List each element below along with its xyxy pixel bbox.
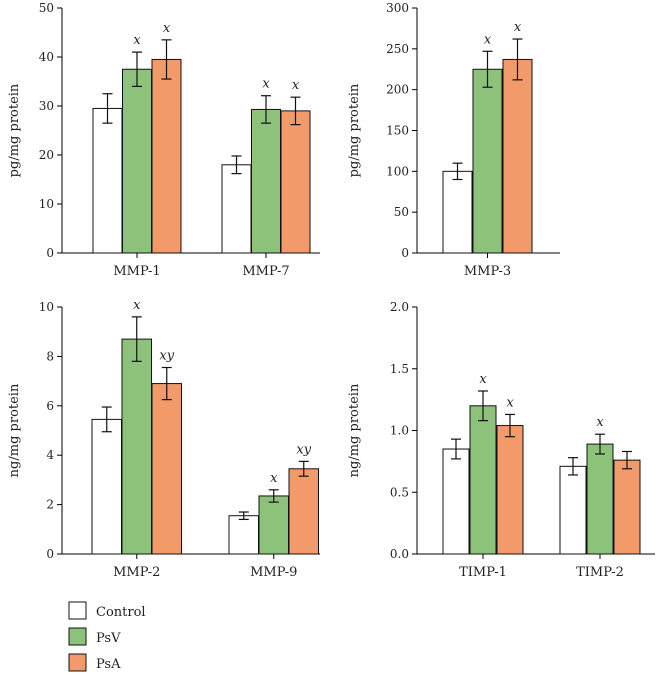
bar-psa [496, 425, 524, 555]
bar-psv [258, 495, 289, 555]
bar-psv [586, 443, 614, 555]
y-tick-label: 50 [394, 205, 409, 219]
bar-control [559, 465, 587, 555]
legend-label-psa: PsA [96, 657, 121, 672]
significance-label: x [133, 33, 141, 48]
y-tick-label: 300 [386, 1, 409, 15]
bar-control [221, 164, 252, 254]
y-tick-label: 0 [46, 547, 54, 561]
legend-swatch-psa [68, 653, 87, 672]
y-tick-label: 0.5 [390, 485, 409, 499]
significance-label: x [270, 471, 278, 486]
bar-psa [280, 110, 311, 254]
x-tick-label: MMP-1 [113, 264, 160, 279]
significance-label: x [262, 77, 270, 92]
bar-psv [469, 405, 497, 555]
y-tick-label: 2.0 [390, 300, 409, 314]
bar-psa [151, 383, 182, 555]
y-tick-label: 50 [39, 1, 54, 15]
x-tick-label: MMP-9 [250, 565, 297, 580]
y-tick-label: 200 [386, 83, 409, 97]
y-tick-label: 250 [386, 42, 409, 56]
y-tick-label: 100 [386, 164, 409, 178]
x-tick-label: TIMP-1 [459, 565, 507, 580]
x-tick-label: TIMP-2 [576, 565, 624, 580]
y-tick-label: 2 [46, 498, 54, 512]
x-tick-label: MMP-3 [464, 264, 511, 279]
y-tick-label: 150 [386, 124, 409, 138]
y-tick-label: 1.5 [390, 362, 409, 376]
significance-label: x [479, 372, 487, 387]
y-tick-label: 0 [46, 246, 54, 260]
legend-swatch-control [68, 601, 87, 620]
y-tick-label: 40 [39, 50, 54, 64]
y-tick-label: 10 [39, 300, 54, 314]
y-axis-label: pg/mg protein [7, 83, 22, 177]
y-tick-label: 10 [39, 197, 54, 211]
significance-label: xy [296, 442, 311, 457]
bar-psv [472, 68, 503, 254]
significance-label: xy [159, 349, 174, 364]
bar-control [442, 170, 473, 254]
bar-psa [613, 459, 641, 555]
bar-control [442, 448, 470, 555]
bar-psa [502, 58, 533, 254]
y-axis-label: ng/mg protein [7, 383, 22, 477]
significance-label: x [484, 32, 492, 47]
bar-psv [251, 108, 281, 254]
y-tick-label: 1.0 [390, 424, 409, 438]
bar-psa [288, 468, 319, 555]
y-tick-label: 30 [39, 99, 54, 113]
y-tick-label: 20 [39, 148, 54, 162]
legend-label-control: Control [96, 605, 146, 620]
bar-psa [151, 58, 182, 254]
significance-label: x [506, 395, 514, 410]
bar-psv [121, 338, 152, 555]
significance-label: x [163, 21, 171, 36]
y-tick-label: 0.0 [390, 547, 409, 561]
x-tick-label: MMP-7 [242, 264, 289, 279]
y-tick-label: 8 [46, 349, 54, 363]
bar-control [228, 515, 259, 555]
legend-swatch-psv [68, 627, 87, 646]
y-axis-label: pg/mg protein [347, 83, 362, 177]
bar-control [91, 418, 122, 555]
x-tick-label: MMP-2 [113, 565, 160, 580]
y-tick-label: 6 [46, 399, 54, 413]
bar-control [92, 107, 123, 254]
bar-psv [122, 68, 152, 254]
y-axis-label: ng/mg protein [347, 383, 362, 477]
significance-label: x [133, 298, 141, 313]
y-tick-label: 0 [401, 246, 409, 260]
significance-label: x [596, 415, 604, 430]
significance-label: x [292, 78, 300, 93]
legend-label-psv: PsV [96, 631, 121, 646]
significance-label: x [514, 20, 522, 35]
y-tick-label: 4 [46, 448, 54, 462]
